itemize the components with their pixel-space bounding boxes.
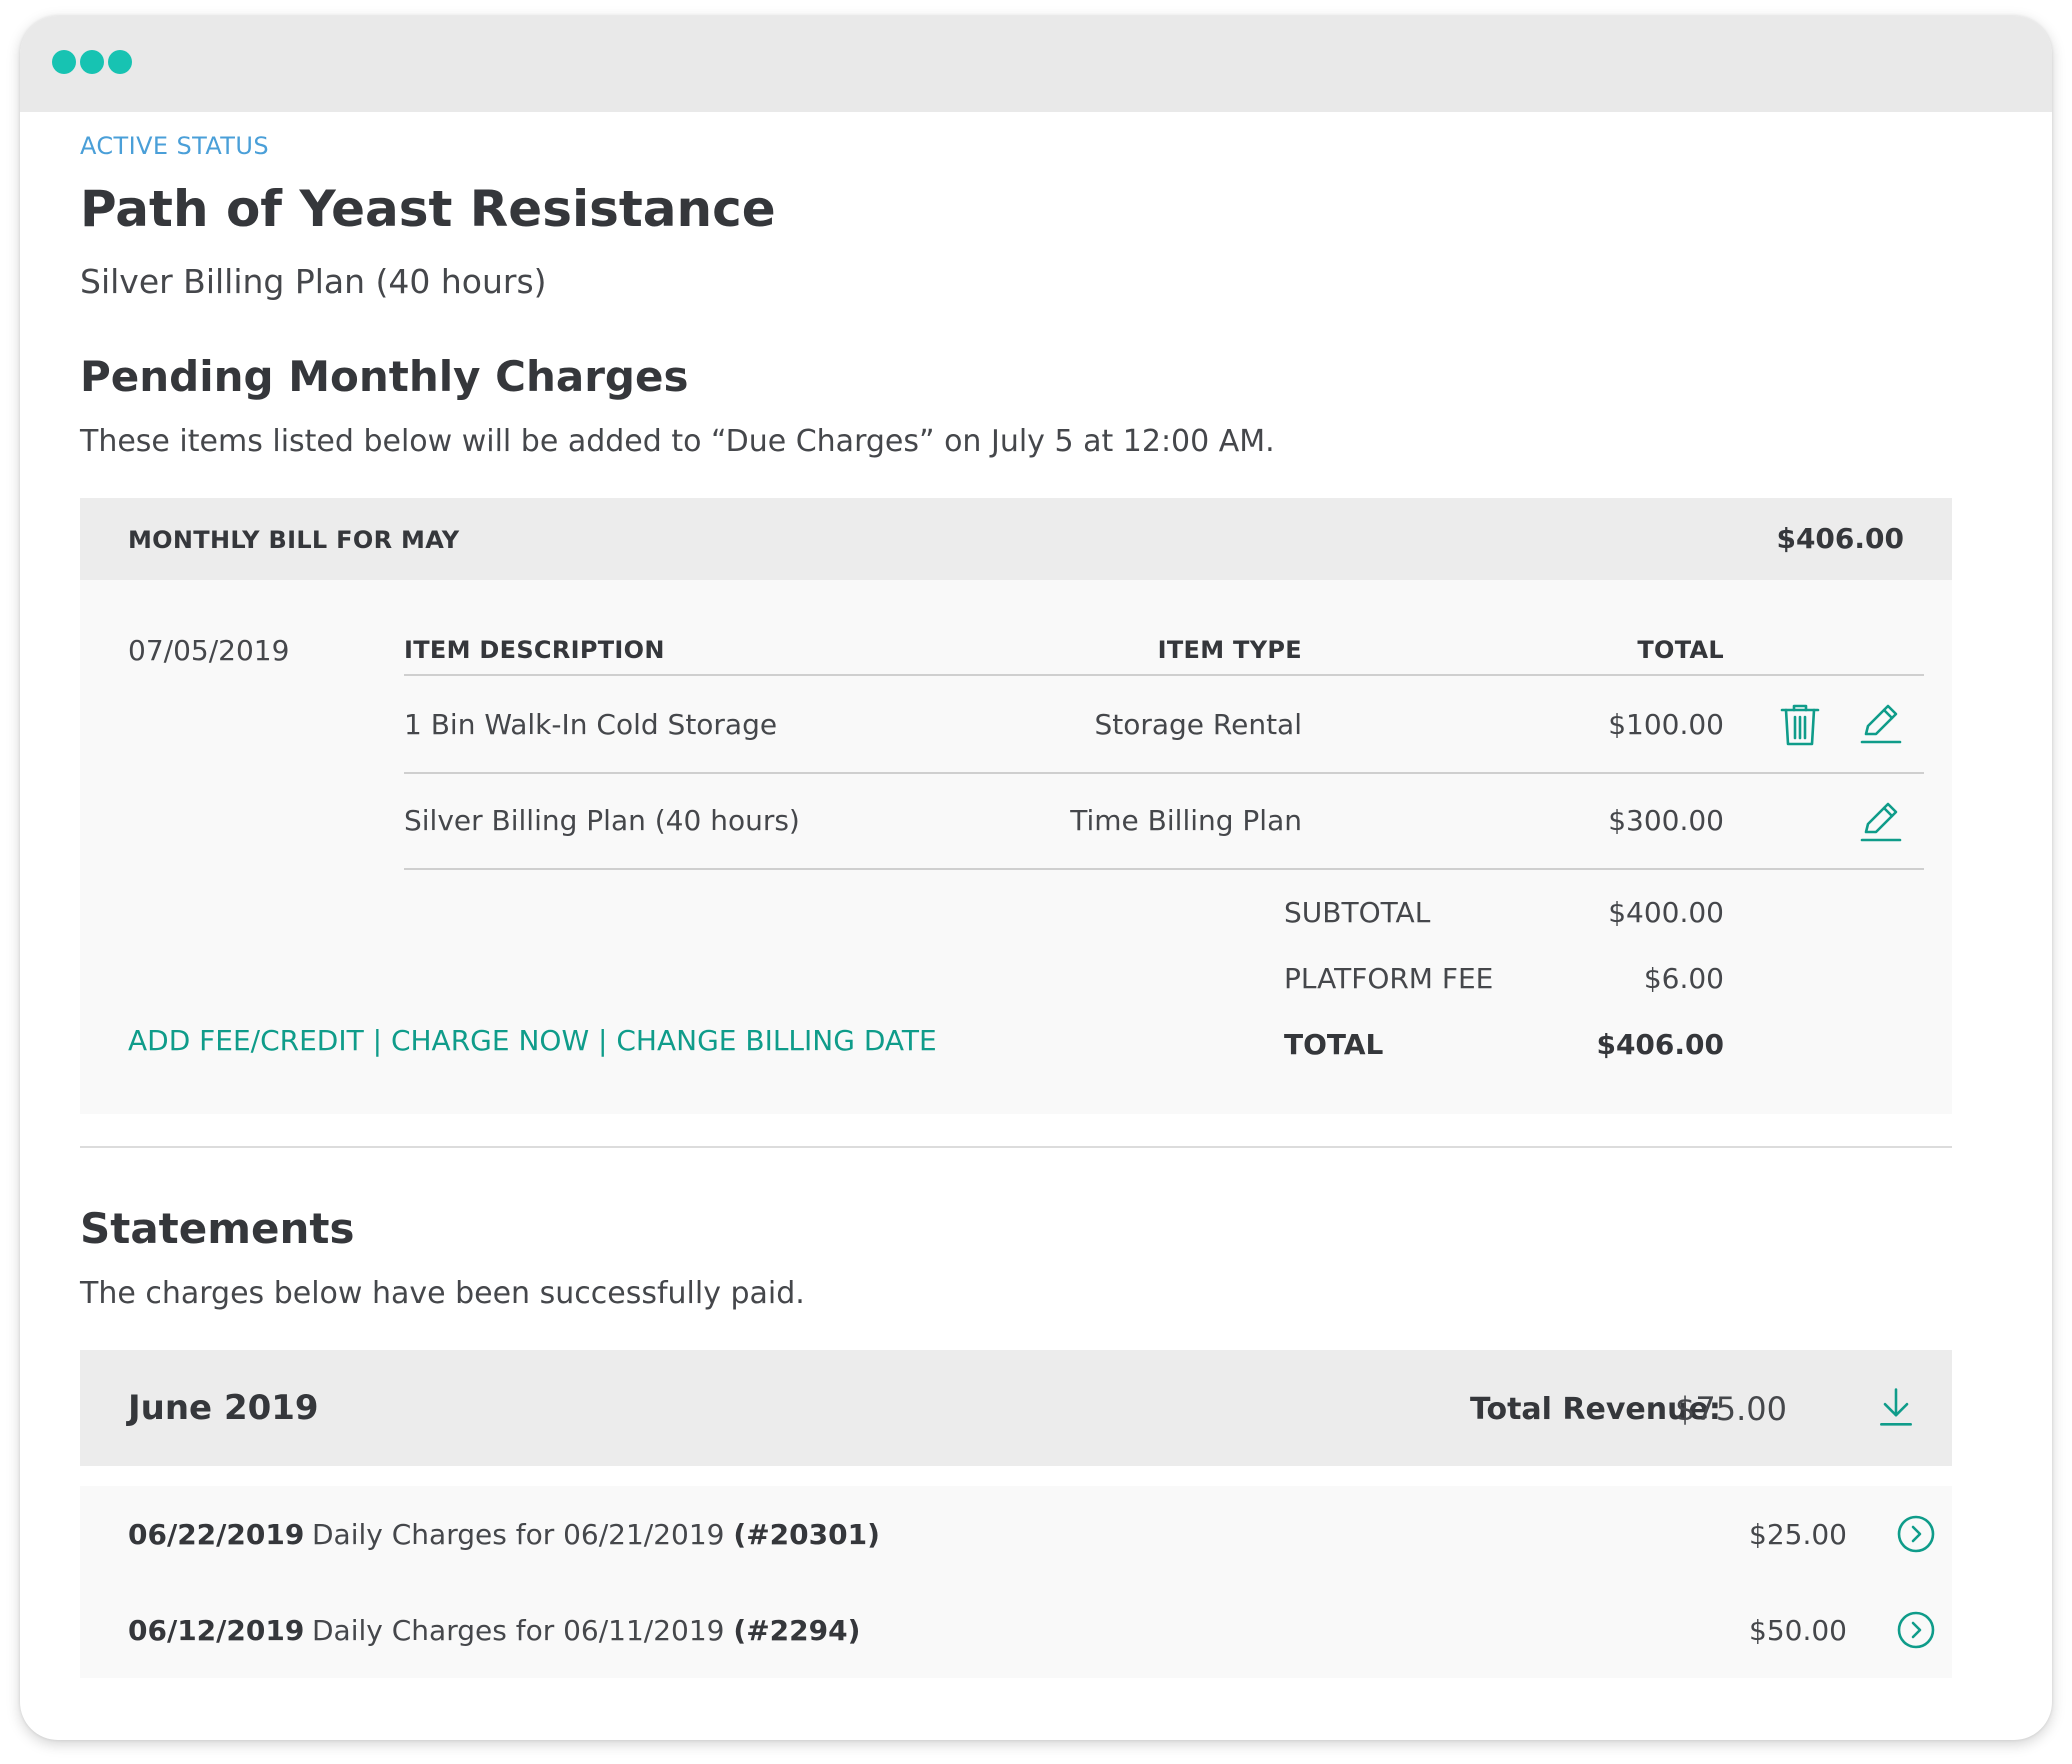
statement-id: (#2294) — [733, 1614, 861, 1647]
statement-description-text: Daily Charges for 06/21/2019 — [312, 1518, 725, 1551]
column-header-description: ITEM DESCRIPTION — [404, 636, 665, 664]
column-header-type: ITEM TYPE — [1157, 636, 1302, 664]
monthly-bill-body: 07/05/2019 ITEM DESCRIPTION ITEM TYPE TO… — [80, 580, 1952, 1114]
item-description: 1 Bin Walk-In Cold Storage — [404, 708, 778, 741]
statement-row[interactable]: 06/12/2019 Daily Charges for 06/11/2019 … — [80, 1582, 1952, 1678]
total-value: $406.00 — [1596, 1028, 1724, 1061]
section-divider — [80, 1146, 1952, 1148]
statement-row[interactable]: 06/22/2019 Daily Charges for 06/21/2019 … — [80, 1486, 1952, 1582]
statements-heading: Statements — [80, 1204, 355, 1253]
window-dot-maximize[interactable] — [108, 50, 132, 74]
subtotal-label: SUBTOTAL — [1284, 896, 1431, 929]
monthly-bill-header: MONTHLY BILL FOR MAY $406.00 — [80, 498, 1952, 580]
charge-now-link[interactable]: CHARGE NOW — [390, 1024, 590, 1057]
total-label: TOTAL — [1284, 1028, 1384, 1061]
link-separator: | — [589, 1024, 617, 1057]
statement-amount: $50.00 — [1749, 1614, 1847, 1647]
page-title: Path of Yeast Resistance — [80, 180, 776, 238]
platform-fee-label: PLATFORM FEE — [1284, 962, 1494, 995]
item-type: Time Billing Plan — [1070, 804, 1302, 837]
row-divider — [404, 772, 1924, 774]
link-separator: | — [363, 1024, 391, 1057]
pencil-icon[interactable] — [1856, 698, 1904, 746]
window-dot-minimize[interactable] — [80, 50, 104, 74]
item-total: $100.00 — [1608, 708, 1724, 741]
pending-heading: Pending Monthly Charges — [80, 352, 689, 401]
platform-fee-value: $6.00 — [1643, 962, 1724, 995]
bill-action-links: ADD FEE/CREDIT | CHARGE NOW | CHANGE BIL… — [128, 1024, 937, 1057]
plan-name: Silver Billing Plan (40 hours) — [80, 262, 547, 301]
chevron-right-circle-icon[interactable] — [1896, 1514, 1936, 1554]
item-description: Silver Billing Plan (40 hours) — [404, 804, 800, 837]
statement-description: Daily Charges for 06/21/2019 (#20301) — [312, 1518, 880, 1551]
statement-date: 06/12/2019 — [128, 1614, 305, 1647]
row-divider — [404, 868, 1924, 870]
change-billing-date-link[interactable]: CHANGE BILLING DATE — [616, 1024, 937, 1057]
download-icon[interactable] — [1874, 1384, 1918, 1428]
window-dot-close[interactable] — [52, 50, 76, 74]
statement-month: June 2019 — [128, 1388, 319, 1428]
bill-date: 07/05/2019 — [128, 634, 290, 667]
trash-icon[interactable] — [1776, 700, 1824, 748]
item-type: Storage Rental — [1094, 708, 1302, 741]
statement-group-header: June 2019 Total Revenue: $75.00 — [80, 1350, 1952, 1466]
table-header-divider — [404, 674, 1924, 676]
pending-description: These items listed below will be added t… — [80, 424, 1275, 459]
pencil-icon[interactable] — [1856, 796, 1904, 844]
column-header-total: TOTAL — [1637, 636, 1724, 664]
statements-description: The charges below have been successfully… — [80, 1276, 805, 1311]
item-total: $300.00 — [1608, 804, 1724, 837]
total-revenue-label: Total Revenue: — [1470, 1392, 1721, 1427]
statement-date: 06/22/2019 — [128, 1518, 305, 1551]
statement-amount: $25.00 — [1749, 1518, 1847, 1551]
window-titlebar — [20, 16, 2052, 112]
subtotal-value: $400.00 — [1608, 896, 1724, 929]
total-revenue-value: $75.00 — [1675, 1390, 1787, 1428]
add-fee-credit-link[interactable]: ADD FEE/CREDIT — [128, 1024, 364, 1057]
account-status: ACTIVE STATUS — [80, 132, 269, 160]
monthly-bill-amount: $406.00 — [1776, 522, 1904, 555]
chevron-right-circle-icon[interactable] — [1896, 1610, 1936, 1650]
statement-id: (#20301) — [733, 1518, 880, 1551]
monthly-bill-label: MONTHLY BILL FOR MAY — [128, 526, 460, 554]
statement-description-text: Daily Charges for 06/11/2019 — [312, 1614, 725, 1647]
statement-description: Daily Charges for 06/11/2019 (#2294) — [312, 1614, 860, 1647]
